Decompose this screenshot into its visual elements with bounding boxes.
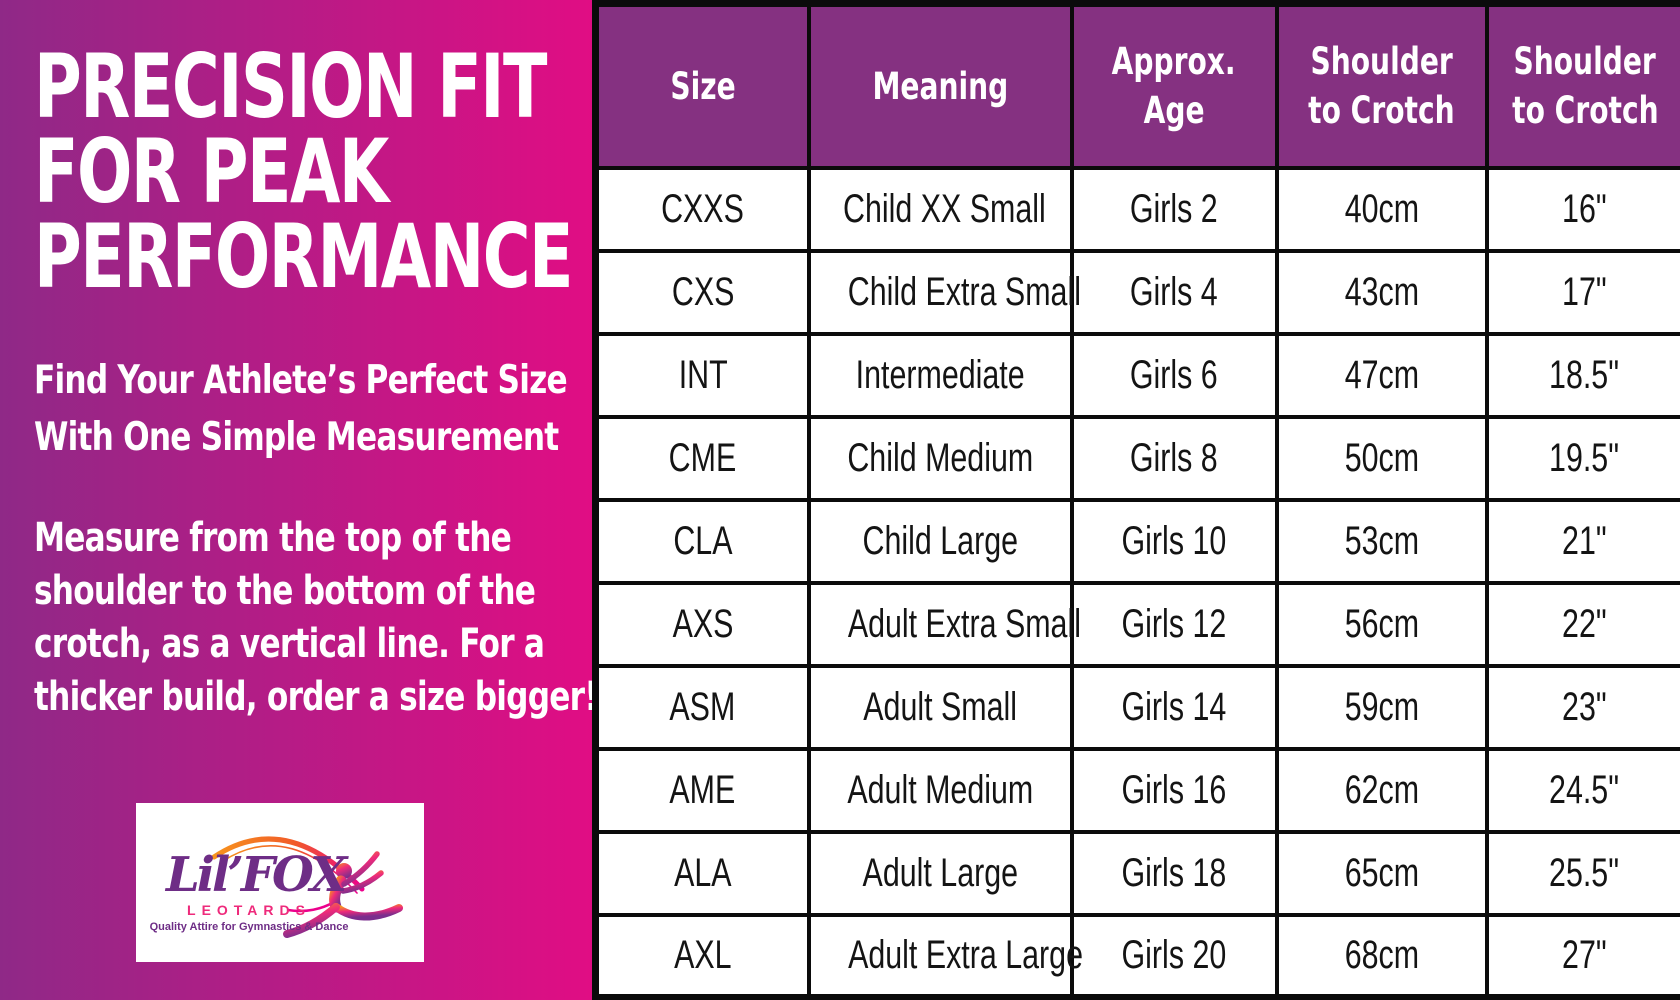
table-body: CXXS Child XX Small Girls 2 40cm 16" CXS Child…: [593, 165, 1680, 1000]
table-cell: 50cm: [1274, 414, 1489, 502]
table-cell: Girls 20: [1069, 912, 1279, 1000]
table-cell: CXS: [593, 248, 811, 336]
table-cell: 17": [1484, 248, 1680, 336]
instruction-line: crotch, as a vertical line. For a: [34, 621, 545, 667]
instruction-line: shoulder to the bottom of the: [34, 568, 536, 614]
table-cell: CME: [593, 414, 811, 502]
table-cell: 18.5": [1484, 331, 1680, 419]
table-row: CME Child Medium Girls 8 50cm 19.5": [593, 414, 1680, 502]
table-row: AXS Adult Extra Small Girls 12 56cm 22": [593, 580, 1680, 668]
table-row: CLA Child Large Girls 10 53cm 21": [593, 497, 1680, 585]
table-cell: 19.5": [1484, 414, 1680, 502]
column-header: Shoulder to Crotch: [1484, 1, 1680, 170]
table-cell: Girls 8: [1069, 414, 1279, 502]
headline-line: PRECISION FIT: [34, 35, 547, 138]
table-cell: Girls 4: [1069, 248, 1279, 336]
table-cell: Child XX Small: [806, 165, 1074, 253]
table-cell: 25.5": [1484, 829, 1680, 917]
gymnast-icon: [283, 851, 403, 938]
headline-line: FOR PEAK: [34, 120, 389, 223]
table-cell: AXL: [593, 912, 811, 1000]
table-cell: 43cm: [1274, 248, 1489, 336]
table-cell: 24.5": [1484, 746, 1680, 834]
subhead-line: With One Simple Measurement: [34, 415, 559, 460]
table-cell: 56cm: [1274, 580, 1489, 668]
logo-art: [211, 836, 403, 938]
table-cell: AXS: [593, 580, 811, 668]
table-cell: 23": [1484, 663, 1680, 751]
table-cell: 59cm: [1274, 663, 1489, 751]
column-header: Meaning: [806, 1, 1074, 170]
table-cell: 40cm: [1274, 165, 1489, 253]
size-chart-table: Size Meaning Approx. Age Shoulder to Crotch Sh…: [592, 0, 1680, 1000]
table-cell: 47cm: [1274, 331, 1489, 419]
table-row: INT Intermediate Girls 6 47cm 18.5": [593, 331, 1680, 419]
table-cell: Adult Small: [806, 663, 1074, 751]
table-row: CXXS Child XX Small Girls 2 40cm 16": [593, 165, 1680, 253]
table-row: ALA Adult Large Girls 18 65cm 25.5": [593, 829, 1680, 917]
column-header: Shoulder to Crotch: [1274, 1, 1489, 170]
table-cell: Girls 14: [1069, 663, 1279, 751]
table-cell: Child Medium: [806, 414, 1074, 502]
brand-logo: Lil’FOX LEOTARDS Quality Attire for Gymn…: [136, 803, 424, 962]
table-cell: 62cm: [1274, 746, 1489, 834]
instruction-line: thicker build, order a size bigger!: [34, 674, 599, 720]
logo-wordmark-sub: LEOTARDS: [187, 902, 311, 918]
table-cell: Adult Medium: [806, 746, 1074, 834]
table-cell: Girls 2: [1069, 165, 1279, 253]
subheading: Find Your Athlete’s Perfect Size With One…: [34, 352, 700, 466]
table-cell: Child Extra Small: [806, 248, 1080, 336]
column-header: Approx. Age: [1069, 1, 1279, 170]
table-cell: Girls 12: [1069, 580, 1279, 668]
table-cell: 53cm: [1274, 497, 1489, 585]
table-row: AXL Adult Extra Large Girls 20 68cm 27": [593, 912, 1680, 1000]
table-cell: CXXS: [593, 165, 811, 253]
table-cell: ASM: [593, 663, 811, 751]
table-cell: 27": [1484, 912, 1680, 1000]
table-cell: Adult Extra Large: [806, 912, 1082, 1000]
table-cell: Girls 10: [1069, 497, 1279, 585]
logo-brand-name: Lil’FOX: [166, 847, 347, 903]
table-cell: 16": [1484, 165, 1680, 253]
table-cell: Child Large: [806, 497, 1074, 585]
table-cell: Girls 18: [1069, 829, 1279, 917]
table-cell: Intermediate: [806, 331, 1074, 419]
measuring-instructions: Measure from the top of the shoulder to t…: [34, 512, 757, 724]
table-cell: 65cm: [1274, 829, 1489, 917]
table-cell: Adult Extra Small: [806, 580, 1080, 668]
table-row: ASM Adult Small Girls 14 59cm 23": [593, 663, 1680, 751]
table-cell: INT: [593, 331, 811, 419]
table-cell: Adult Large: [806, 829, 1074, 917]
logo-tagline: Quality Attire for Gymnastics & Dance: [149, 921, 349, 933]
table-header: Size Meaning Approx. Age Shoulder to Crotch Sh…: [593, 1, 1680, 170]
instruction-line: Measure from the top of the: [34, 515, 512, 561]
table-row: AME Adult Medium Girls 16 62cm 24.5": [593, 746, 1680, 834]
table-cell: 68cm: [1274, 912, 1489, 1000]
headline-line: PERFORMANCE: [34, 205, 574, 308]
promo-panel: PRECISION FIT FOR PEAK PERFORMANCE Find Yo…: [0, 0, 599, 1000]
table-cell: Girls 6: [1069, 331, 1279, 419]
column-header: Size: [593, 1, 811, 170]
table-row: CXS Child Extra Small Girls 4 43cm 17": [593, 248, 1680, 336]
table-cell: ALA: [593, 829, 811, 917]
table-cell: 22": [1484, 580, 1680, 668]
headline: PRECISION FIT FOR PEAK PERFORMANCE: [34, 35, 761, 308]
subhead-line: Find Your Athlete’s Perfect Size: [34, 358, 568, 403]
table-cell: CLA: [593, 497, 811, 585]
table-header-row: Size Meaning Approx. Age Shoulder to Crotch Sh…: [593, 1, 1680, 170]
table-cell: Girls 16: [1069, 746, 1279, 834]
table-cell: 21": [1484, 497, 1680, 585]
table-cell: AME: [593, 746, 811, 834]
